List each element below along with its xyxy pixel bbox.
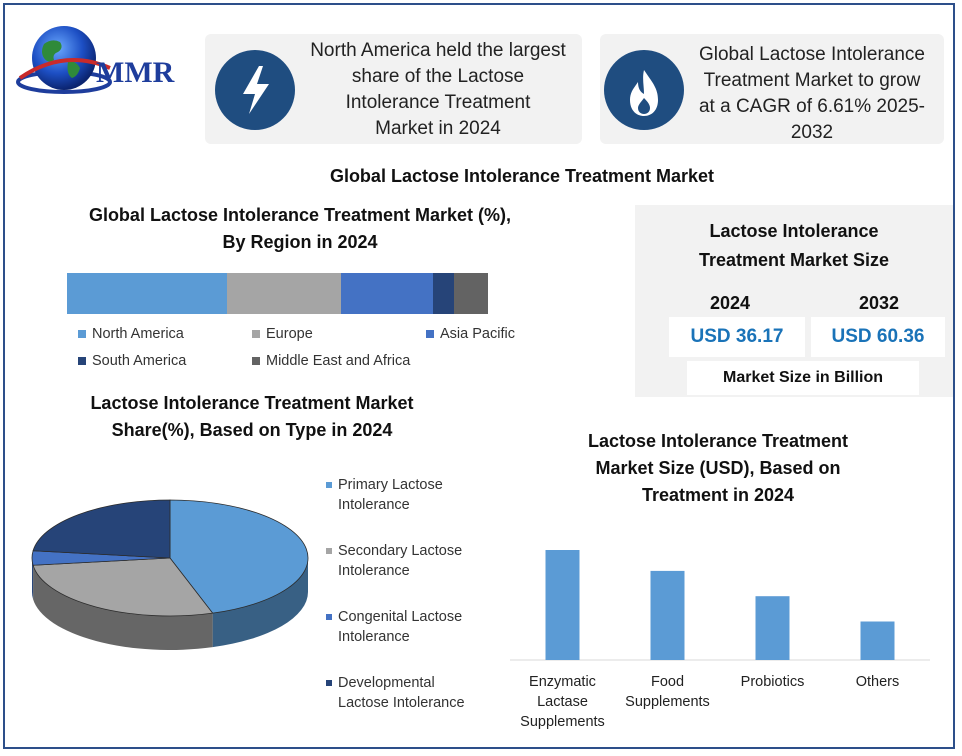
globe-icon [16,26,112,94]
legend-europe: Europe [252,326,313,342]
category-label-2: Probiotics [713,672,833,692]
pie-slice-side-2 [32,558,34,600]
bar-1 [650,570,685,660]
main-title: Global Lactose Intolerance Treatment Mar… [329,166,715,186]
region-chart-title: Global Lactose Intolerance Treatment Mar… [88,205,512,252]
legend-north-america: North America [78,326,184,342]
treatment-bar-chart [510,550,930,661]
market-size-title: Lactose Intolerance Treatment Market Siz… [698,221,890,270]
legend-asia-pacific: Asia Pacific [426,326,515,342]
category-label-0: Enzymatic Lactase Supplements [503,672,623,732]
card-text: North America held the largest share of … [310,40,566,139]
pie-slice-side-0 [212,558,308,648]
category-label-3: Others [818,672,938,692]
logo: MMR [14,18,194,98]
region-stacked-bar [67,273,488,314]
pie-slice-side-1 [33,565,213,650]
stack-segment-europe [226,273,341,314]
cagr-card: Global Lactose Intolerance Treatment Mar… [600,34,944,144]
type-chart-title: Lactose Intolerance Treatment Market Sha… [90,393,414,440]
category-label-line: Lactase [537,694,588,710]
treatment-chart-title: Lactose Intolerance Treatment Market Siz… [587,431,849,505]
category-label-1: Food Supplements [608,672,728,712]
pie-slice-0 [169,499,309,614]
category-label-line: Probiotics [740,674,805,690]
stack-segment-asia-pacific [340,273,434,314]
stack-segment-north-america [67,273,227,314]
flame-icon [630,70,658,116]
legend-south-america: South America [78,353,186,369]
bar-2 [755,596,790,660]
value-2024: USD 36.17 [669,317,805,357]
market-size-footer: Market Size in Billion [687,361,919,395]
category-label-line: Enzymatic [529,674,596,690]
pie-legend-congenital: Congenital Lactose Intolerance [326,607,462,647]
category-label-line: Supplements [625,694,710,710]
north-america-card: North America held the largest share of … [205,34,582,144]
pie-legend-secondary: Secondary Lactose Intolerance [326,541,462,581]
stack-segment-south-america [433,273,455,314]
logo-text: MMR [96,56,175,89]
card-badge [604,50,684,130]
pie-legend-developmental: Developmental Lactose Intolerance [326,673,465,713]
stack-segment-middle-east-and-africa [454,273,488,314]
legend-middle-east-africa: Middle East and Africa [252,353,410,369]
value-2032: USD 60.36 [811,317,945,357]
pie-slice-3 [32,499,171,559]
pie-legend-primary: Primary Lactose Intolerance [326,475,443,515]
infographic-frame [3,3,955,749]
bar-3 [860,621,895,660]
year-2024: 2024 [710,293,751,313]
lightning-icon [243,66,269,114]
card-text: Global Lactose Intolerance Treatment Mar… [698,44,926,143]
category-label-line: Food [650,674,685,690]
year-2032: 2032 [859,293,900,313]
category-label-line: Supplements [520,714,605,730]
category-label-line: Others [855,674,900,690]
pie-slice-1 [32,557,214,617]
market-size-panel: Lactose Intolerance Treatment Market Siz… [635,205,953,397]
bar-0 [545,550,580,660]
type-pie-chart [31,499,309,650]
card-badge [215,50,295,130]
